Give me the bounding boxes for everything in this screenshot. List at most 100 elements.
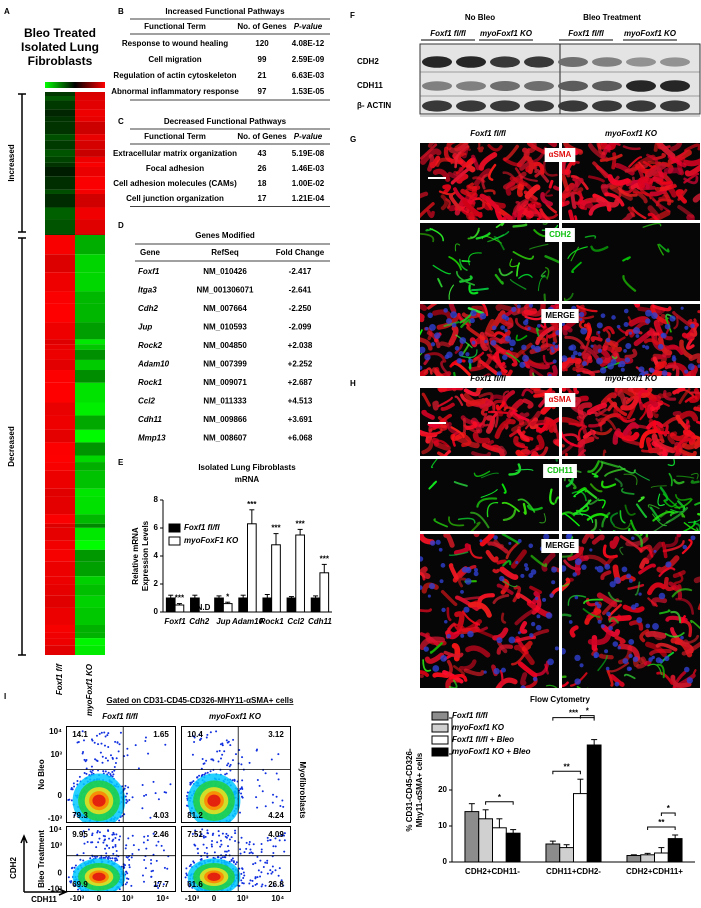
signal xyxy=(647,582,667,596)
nucleus xyxy=(690,323,695,329)
event xyxy=(243,851,246,854)
panel-label: H xyxy=(350,379,356,388)
signal xyxy=(564,335,586,349)
signal xyxy=(433,518,448,528)
event xyxy=(109,857,112,860)
nucleus xyxy=(600,624,605,629)
row-label: Bleo Treatment xyxy=(37,830,46,888)
signal xyxy=(527,410,542,425)
signal xyxy=(458,659,477,671)
row-label-bg xyxy=(544,393,576,407)
signal xyxy=(629,519,638,531)
event xyxy=(116,859,119,862)
event xyxy=(194,832,197,835)
event xyxy=(97,841,100,844)
signal xyxy=(427,422,440,429)
signal xyxy=(521,388,534,397)
signal xyxy=(609,512,619,527)
nucleus xyxy=(549,593,554,598)
nucleus xyxy=(439,579,444,584)
nucleus xyxy=(686,677,693,684)
event xyxy=(206,829,209,832)
signal xyxy=(436,451,447,456)
event xyxy=(220,857,223,860)
bar xyxy=(640,854,655,863)
band xyxy=(422,56,452,68)
signal xyxy=(521,175,538,182)
nucleus xyxy=(522,319,529,326)
nucleus xyxy=(551,566,558,573)
event xyxy=(274,869,277,872)
band xyxy=(660,100,690,112)
signal xyxy=(497,640,508,654)
nucleus xyxy=(543,534,550,540)
heat-cell xyxy=(45,561,75,577)
signal xyxy=(451,388,457,392)
nucleus xyxy=(440,563,446,568)
nucleus xyxy=(594,601,599,606)
event xyxy=(185,867,188,870)
event xyxy=(239,848,242,851)
event xyxy=(227,740,230,743)
signal xyxy=(637,389,649,404)
signal xyxy=(535,326,555,346)
heat-cell xyxy=(75,96,105,101)
legend-label: Foxf1 fl/fl + Bleo xyxy=(452,735,514,744)
event xyxy=(233,779,236,782)
event xyxy=(189,863,192,866)
signal xyxy=(421,392,431,407)
event xyxy=(245,841,248,844)
nucleus xyxy=(467,630,474,638)
nucleus xyxy=(555,330,559,336)
signal xyxy=(696,404,700,410)
event xyxy=(221,832,224,835)
table-cell: NM_010593 xyxy=(203,323,247,332)
heat-cell xyxy=(75,624,105,633)
nucleus xyxy=(596,322,603,329)
signal xyxy=(431,437,440,447)
nucleus xyxy=(446,633,451,639)
signal xyxy=(509,411,525,426)
table-cell: Jup xyxy=(138,323,152,332)
event xyxy=(254,862,257,865)
nucleus xyxy=(441,607,446,613)
panel-label: C xyxy=(118,117,124,126)
signal xyxy=(443,146,464,165)
signal xyxy=(496,407,504,417)
nucleus xyxy=(594,566,598,570)
signal xyxy=(562,357,582,369)
signal xyxy=(690,479,700,484)
nucleus xyxy=(509,339,516,347)
signal xyxy=(602,326,615,335)
signal xyxy=(633,304,641,308)
heat-cell xyxy=(45,96,75,101)
signal xyxy=(667,459,675,467)
event xyxy=(94,758,97,761)
signal xyxy=(565,452,568,456)
heat-cell xyxy=(45,370,75,383)
event xyxy=(282,834,285,837)
signal xyxy=(673,478,685,485)
signal xyxy=(608,617,620,624)
signal xyxy=(576,415,588,435)
micrograph-bg xyxy=(562,223,700,301)
signal xyxy=(467,601,492,618)
nucleus xyxy=(444,619,448,624)
signal xyxy=(514,607,538,626)
heat-cell xyxy=(75,140,105,150)
heat-cell xyxy=(45,189,75,194)
signal xyxy=(592,161,608,179)
signal xyxy=(652,446,660,452)
signal xyxy=(470,229,480,239)
table-header: P-value xyxy=(294,132,323,141)
nucleus xyxy=(508,541,512,545)
event xyxy=(130,856,133,859)
event xyxy=(221,742,224,745)
signal xyxy=(512,585,522,603)
event xyxy=(282,805,285,808)
table-cell: Cdh2 xyxy=(138,304,159,313)
event xyxy=(118,838,121,841)
event xyxy=(241,779,244,782)
event xyxy=(227,849,230,852)
event xyxy=(69,880,72,883)
